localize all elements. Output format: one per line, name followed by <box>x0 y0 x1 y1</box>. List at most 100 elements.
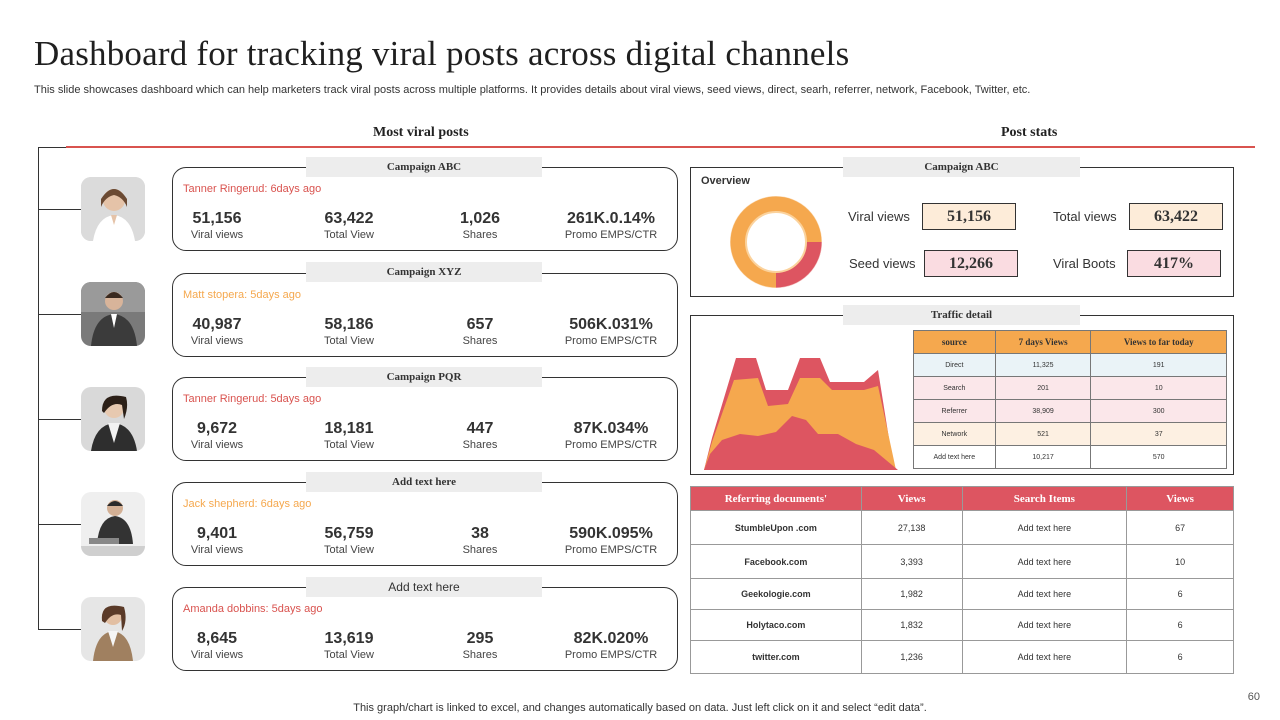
traffic-col-today: Views to far today <box>1090 330 1227 354</box>
stat-viral-views: 40,987 Viral views <box>190 316 244 347</box>
tree-branch <box>38 524 82 525</box>
table-cell: Add text here <box>961 544 1128 579</box>
stat-viral-views: 9,401 Viral views <box>190 525 244 556</box>
kpi-viral-boots-label: Viral Boots <box>1053 256 1116 271</box>
post-card[interactable]: Jack shepherd: 6days ago 9,401 Viral view… <box>172 482 678 566</box>
avatar <box>81 177 145 241</box>
table-cell: Referrer <box>913 399 996 423</box>
table-cell: Search <box>913 376 996 400</box>
traffic-col-source: source <box>913 330 996 354</box>
donut-outer-ring <box>729 195 823 289</box>
avatar <box>81 492 145 556</box>
stat-total-view: 58,186 Total View <box>324 316 374 347</box>
table-row: Direct 11,325 191 <box>913 353 1227 377</box>
stat-viral-views: 9,672 Viral views <box>190 420 244 451</box>
table-cell: 37 <box>1090 422 1227 446</box>
donut-slice-seed <box>775 241 822 288</box>
post-card[interactable]: Tanner Ringerud: 5days ago 9,672 Viral vi… <box>172 377 678 461</box>
table-row: Add text here 10,217 570 <box>913 445 1227 469</box>
referring-documents-table: Referring documents' Views Search Items … <box>690 486 1234 674</box>
overview-campaign-tab[interactable]: Campaign ABC <box>843 157 1080 177</box>
tree-branch <box>38 147 66 148</box>
kpi-seed-views-label: Seed views <box>849 256 916 271</box>
table-cell: 67 <box>1126 510 1234 545</box>
table-cell: 1,832 <box>860 609 963 641</box>
post-campaign-tab[interactable]: Campaign PQR <box>306 367 542 387</box>
post-author: Jack shepherd: 6days ago <box>183 498 312 510</box>
post-card[interactable]: Matt stopera: 5days ago 40,987 Viral view… <box>172 273 678 357</box>
table-row: twitter.com 1,236 Add text here 6 <box>690 640 1234 674</box>
ref-header-row: Referring documents' Views Search Items … <box>690 486 1234 511</box>
table-cell: 27,138 <box>860 510 963 545</box>
traffic-detail-tab[interactable]: Traffic detail <box>843 305 1080 325</box>
table-row: Search 201 10 <box>913 376 1227 400</box>
table-cell: 10 <box>1090 376 1227 400</box>
table-cell: Add text here <box>961 640 1128 674</box>
post-card[interactable]: Amanda dobbins: 5days ago 8,645 Viral vie… <box>172 587 678 671</box>
ref-col-views: Views <box>860 486 963 511</box>
page-subtitle: This slide showcases dashboard which can… <box>34 84 1031 96</box>
table-cell: StumbleUpon .com <box>690 510 862 545</box>
table-cell: 10 <box>1126 544 1234 579</box>
kpi-total-views-label: Total views <box>1053 209 1117 224</box>
ref-col-documents: Referring documents' <box>690 486 862 511</box>
footer-note: This graph/chart is linked to excel, and… <box>353 702 927 714</box>
stat-total-view: 13,619 Total View <box>324 630 374 661</box>
table-cell: 6 <box>1126 578 1234 610</box>
table-cell: 191 <box>1090 353 1227 377</box>
post-author: Tanner Ringerud: 6days ago <box>183 183 322 195</box>
kpi-seed-views-value: 12,266 <box>924 250 1018 277</box>
table-cell: Facebook.com <box>690 544 862 579</box>
post-campaign-tab[interactable]: Campaign ABC <box>306 157 542 177</box>
post-author: Matt stopera: 5days ago <box>183 289 302 301</box>
table-cell: 11,325 <box>994 353 1092 377</box>
page-title: Dashboard for tracking viral posts acros… <box>34 34 850 73</box>
table-cell: 201 <box>994 376 1092 400</box>
kpi-viral-boots-value: 417% <box>1127 250 1221 277</box>
post-author: Tanner Ringerud: 5days ago <box>183 393 322 405</box>
stat-shares: 295 Shares <box>462 630 498 661</box>
stat-promo: 506K.031% Promo EMPS/CTR <box>564 316 658 347</box>
table-cell: 38,909 <box>994 399 1092 423</box>
table-row: Network 521 37 <box>913 422 1227 446</box>
stat-shares: 657 Shares <box>462 316 498 347</box>
table-cell: 6 <box>1126 640 1234 674</box>
table-row: Referrer 38,909 300 <box>913 399 1227 423</box>
post-author: Amanda dobbins: 5days ago <box>183 603 323 615</box>
section-divider <box>66 146 1255 148</box>
stat-promo: 87K.034% Promo EMPS/CTR <box>564 420 658 451</box>
traffic-area-chart <box>704 358 898 470</box>
stat-viral-views: 8,645 Viral views <box>190 630 244 661</box>
tree-branch <box>38 314 82 315</box>
kpi-viral-views-value: 51,156 <box>922 203 1016 230</box>
table-row: StumbleUpon .com 27,138 Add text here 67 <box>690 510 1234 545</box>
stat-promo: 590K.095% Promo EMPS/CTR <box>564 525 658 556</box>
table-cell: 10,217 <box>994 445 1092 469</box>
table-cell: 3,393 <box>860 544 963 579</box>
post-card[interactable]: Tanner Ringerud: 6days ago 51,156 Viral v… <box>172 167 678 251</box>
stat-shares: 38 Shares <box>462 525 498 556</box>
traffic-col-7day: 7 days Views <box>994 330 1092 354</box>
table-cell: Add text here <box>961 609 1128 641</box>
table-cell: Network <box>913 422 996 446</box>
stat-total-view: 18,181 Total View <box>324 420 374 451</box>
table-cell: twitter.com <box>690 640 862 674</box>
post-campaign-tab[interactable]: Add text here <box>306 472 542 492</box>
stat-viral-views: 51,156 Viral views <box>190 210 244 241</box>
page-number: 60 <box>1247 691 1260 703</box>
post-campaign-tab[interactable]: Campaign XYZ <box>306 262 542 282</box>
traffic-area-series-base <box>704 416 898 470</box>
overview-donut-chart <box>729 195 823 289</box>
table-cell: 521 <box>994 422 1092 446</box>
tree-branch <box>38 209 82 210</box>
tree-branch <box>38 629 82 630</box>
tree-branch <box>38 419 82 420</box>
post-campaign-tab[interactable]: Add text here <box>306 577 542 597</box>
table-cell: 1,982 <box>860 578 963 610</box>
table-cell: Holytaco.com <box>690 609 862 641</box>
table-cell: 570 <box>1090 445 1227 469</box>
table-cell: 6 <box>1126 609 1234 641</box>
ref-col-views-2: Views <box>1126 486 1234 511</box>
section-most-viral-posts: Most viral posts <box>373 125 469 140</box>
traffic-table: source 7 days Views Views to far today D… <box>913 330 1227 469</box>
